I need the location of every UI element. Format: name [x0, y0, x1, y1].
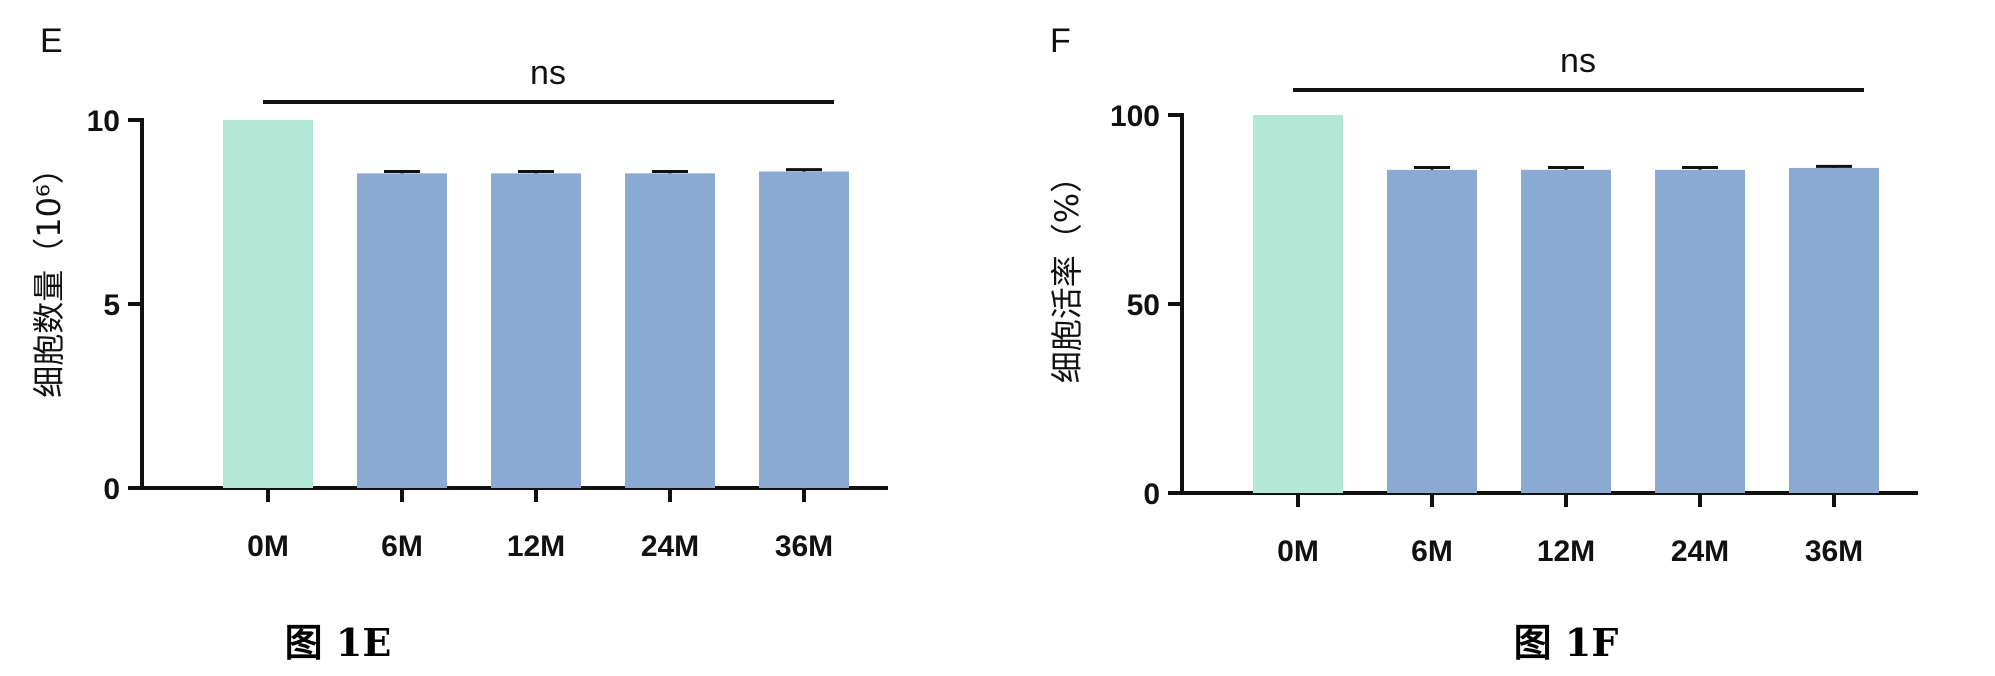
panel-letter: F: [1050, 22, 1071, 60]
x-tick-label: 36M: [775, 530, 833, 563]
bar-36M: [759, 171, 849, 488]
bar-0M: [223, 120, 313, 488]
y-tick-label: 10: [87, 105, 120, 138]
figure-f: F 细胞活率（%） 0 50 100 0M 6M 12M 24M 36M ns 图 1F: [1000, 0, 1990, 676]
figure-e: E 细胞数量（10⁶） 0 5 10 0M 6M 12M 24M 36M ns 图 1E: [0, 0, 990, 676]
bar-24M: [1655, 169, 1745, 493]
x-tick-label: 0M: [1277, 535, 1319, 568]
x-tick-label: 24M: [1671, 535, 1729, 568]
x-tick-label: 24M: [641, 530, 699, 563]
y-tick-label: 50: [1127, 289, 1160, 322]
y-tick-label: 100: [1110, 100, 1160, 133]
x-tick-label: 12M: [507, 530, 565, 563]
chart-f: F 细胞活率（%） 0 50 100 0M 6M 12M 24M 36M ns: [1048, 22, 1918, 568]
bar-36M: [1789, 167, 1879, 494]
x-tick-label: 0M: [247, 530, 289, 563]
x-tick-label: 6M: [381, 530, 423, 563]
caption-f: 图 1F: [1513, 620, 1619, 665]
significance-label: ns: [530, 54, 566, 92]
caption-e: 图 1E: [284, 620, 392, 665]
y-tick-label: 0: [1143, 478, 1160, 511]
bar-12M: [491, 173, 581, 489]
x-tick-label: 36M: [1805, 535, 1863, 568]
x-tick-label: 6M: [1411, 535, 1453, 568]
bar-12M: [1521, 169, 1611, 493]
y-tick-label: 0: [103, 473, 120, 506]
x-tick-label: 12M: [1537, 535, 1595, 568]
y-axis-label: 细胞数量（10⁶）: [30, 152, 68, 398]
bar-24M: [625, 173, 715, 489]
y-axis-label: 细胞活率（%）: [1048, 161, 1086, 383]
bar-0M: [1253, 115, 1343, 493]
chart-e: E 细胞数量（10⁶） 0 5 10 0M 6M 12M 24M 36M ns: [30, 22, 888, 563]
significance-label: ns: [1560, 42, 1596, 80]
bar-6M: [1387, 169, 1477, 493]
bar-6M: [357, 173, 447, 489]
y-tick-label: 5: [103, 289, 120, 322]
panel-letter: E: [40, 22, 63, 60]
